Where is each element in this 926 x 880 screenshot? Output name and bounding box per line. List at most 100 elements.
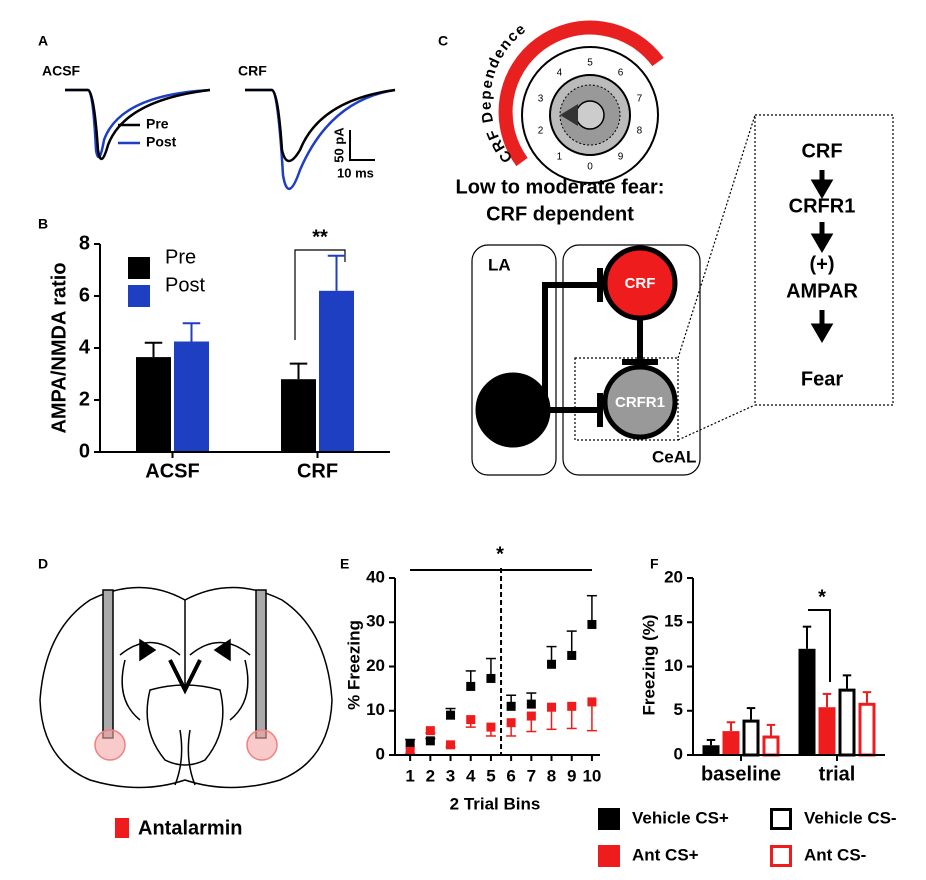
panel-label: D — [38, 556, 48, 572]
significance-bracket — [808, 609, 831, 682]
cell-label: CRF — [625, 275, 656, 292]
circuit — [471, 114, 894, 476]
bar — [798, 648, 816, 755]
point — [506, 718, 516, 728]
bar — [762, 735, 780, 757]
dial-number: 6 — [618, 68, 624, 79]
pathway-step: Fear — [801, 368, 843, 390]
point — [466, 681, 476, 691]
dial-number: 3 — [538, 94, 544, 105]
point — [587, 697, 597, 707]
point — [405, 746, 415, 756]
legend-label: Vehicle CS- — [804, 808, 897, 827]
bar — [722, 731, 740, 755]
legend-swatch — [128, 285, 150, 307]
x-tick-label: 6 — [506, 766, 515, 785]
panel-label: C — [438, 33, 448, 49]
dial-number: 8 — [637, 126, 643, 137]
y-tick-label: 10 — [366, 700, 385, 719]
x-tick-label: 8 — [547, 766, 556, 785]
dial-number: 0 — [587, 162, 593, 173]
x-tick-label: 4 — [466, 766, 476, 785]
y-axis-label: AMPA/NMDA ratio — [48, 262, 70, 433]
region-label: LA — [488, 255, 511, 274]
panel-label: F — [650, 556, 659, 572]
scale-bar — [349, 130, 375, 161]
y-tick-label: 6 — [79, 284, 90, 306]
bar — [858, 702, 876, 757]
x-tick-label: baseline — [701, 763, 781, 785]
condition-label: ACSF — [42, 63, 81, 79]
x-tick-label: 3 — [446, 766, 455, 785]
traces: ACSF CRF — [42, 63, 396, 190]
trace-pre — [65, 88, 211, 160]
brain-section — [39, 586, 333, 789]
legend-label: Antalarmin — [138, 817, 242, 839]
dial-number: 1 — [557, 152, 563, 163]
legend-label: Ant CS- — [804, 845, 866, 864]
dial-number: 7 — [637, 94, 643, 105]
point — [567, 650, 577, 660]
panel-label: A — [38, 33, 48, 49]
bar — [702, 745, 720, 755]
point — [587, 619, 597, 629]
point — [547, 702, 557, 712]
legend-swatch — [598, 808, 620, 830]
scale-label: 10 ms — [337, 165, 374, 180]
annotation: ** — [312, 226, 328, 248]
scale-label: 50 pA — [331, 127, 346, 163]
dial — [498, 20, 664, 184]
point — [526, 699, 536, 709]
region-label: CeAL — [652, 447, 696, 466]
bar — [174, 341, 209, 452]
y-tick-label: 5 — [674, 700, 683, 719]
point — [425, 726, 435, 736]
legend-label: Post — [165, 274, 205, 296]
point — [547, 659, 557, 669]
x-tick-label: ACSF — [145, 460, 199, 482]
legend-label: Pre — [146, 116, 169, 132]
legend-label: Post — [146, 134, 177, 150]
y-tick-label: 20 — [664, 567, 683, 586]
dial-number: 2 — [538, 126, 544, 137]
point — [446, 710, 456, 720]
cell-label: CRFR1 — [615, 394, 665, 411]
y-tick-label: 0 — [79, 440, 90, 462]
pathway-step: (+) — [810, 253, 835, 275]
point — [506, 701, 516, 711]
y-tick-label: 15 — [664, 612, 683, 631]
bar — [319, 290, 354, 452]
caption: Low to moderate fear: — [456, 176, 665, 198]
legend-swatch — [770, 808, 792, 830]
pathway-step: AMPAR — [786, 280, 858, 302]
x-tick-label: 7 — [527, 766, 536, 785]
point — [425, 736, 435, 746]
dial-number: 5 — [587, 58, 593, 69]
legend-swatch — [115, 818, 129, 838]
y-tick-label: 4 — [79, 336, 91, 358]
dial-numbers: 0 1 2 3 4 5 6 7 8 9 — [538, 58, 643, 173]
bar — [742, 719, 760, 757]
x-tick-label: 5 — [486, 766, 495, 785]
y-tick-label: 40 — [366, 567, 385, 586]
annotation: * — [818, 586, 826, 608]
legend-label: Vehicle CS+ — [632, 808, 729, 827]
x-tick-label: 10 — [582, 766, 601, 785]
pathway-step: CRF — [801, 140, 842, 162]
caption: CRF dependent — [486, 203, 634, 225]
x-tick-label: trial — [819, 763, 856, 785]
dial-number: 4 — [557, 68, 563, 79]
bar — [818, 707, 836, 755]
y-tick-label: 30 — [366, 612, 385, 631]
panel-label: B — [38, 216, 48, 232]
legend-label: Pre — [165, 246, 196, 268]
y-tick-label: 8 — [79, 232, 90, 254]
y-tick-label: 10 — [664, 656, 683, 675]
pathway-step: CRFR1 — [789, 195, 856, 217]
trace-post — [65, 88, 211, 159]
panel-label: E — [340, 556, 349, 572]
y-axis-label: % Freezing — [344, 620, 363, 710]
x-axis-label: 2 Trial Bins — [450, 794, 541, 813]
trace-pre — [245, 88, 396, 163]
